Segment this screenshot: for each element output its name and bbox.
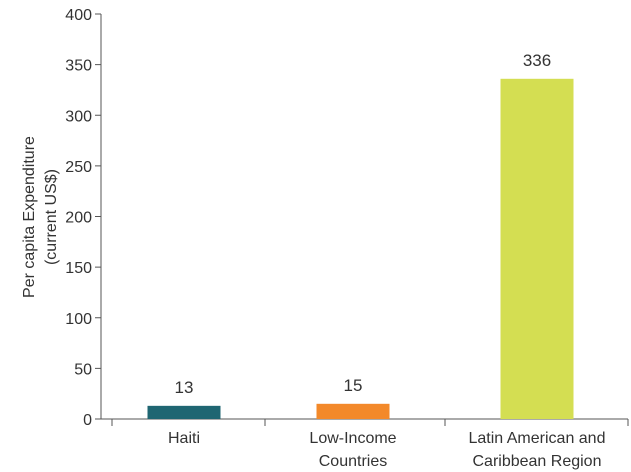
y-tick-label: 200 [65,210,92,227]
y-axis-ticks: 0 50 100 150 200 250 300 350 400 [65,7,101,429]
y-tick-label: 100 [65,311,92,328]
bar [316,403,390,419]
bars [147,78,574,420]
x-axis-category-labels: Haiti Low-Income Countries Latin American a… [168,430,606,470]
y-tick-label: 150 [65,260,92,277]
y-tick-label: 350 [65,58,92,75]
y-tick-label: 0 [83,412,92,429]
y-axis-title-text: Per capita Expenditure (current US$) [21,136,60,298]
y-tick-label: 50 [74,361,92,378]
y-axis-title: Per capita Expenditure (current US$) [21,136,60,298]
y-tick-label: 300 [65,108,92,125]
bar [500,78,574,420]
bar [147,405,221,419]
x-category-label: Latin American and Caribbean Region [469,430,606,470]
y-tick-label: 250 [65,159,92,176]
data-label: 336 [523,51,551,70]
data-label: 13 [175,378,194,397]
data-label: 15 [344,376,363,395]
data-labels: 13 15 336 [175,51,552,397]
x-category-label: Low-Income Countries [309,430,396,470]
y-tick-label: 400 [65,7,92,24]
x-category-label: Haiti [168,430,200,447]
